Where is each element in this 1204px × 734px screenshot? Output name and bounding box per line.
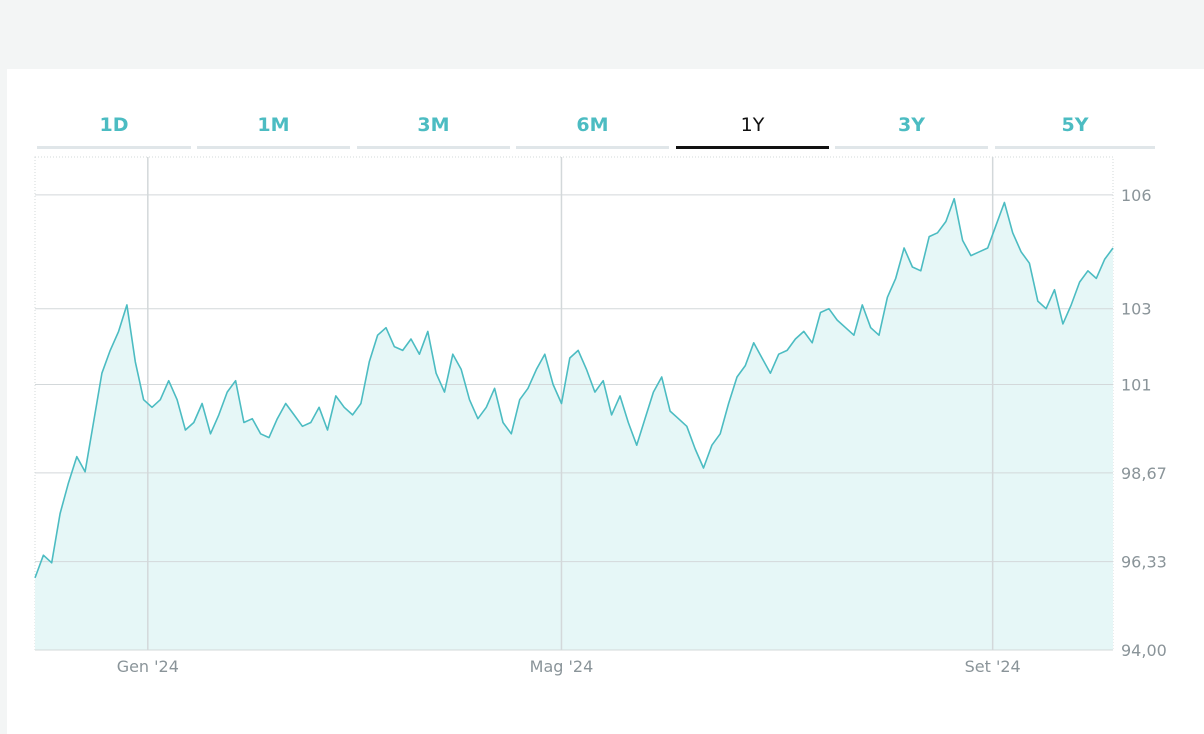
tab-1d[interactable]: 1D: [37, 103, 191, 149]
y-tick-label: 96,33: [1121, 553, 1167, 572]
x-tick-label: Gen '24: [117, 657, 179, 676]
tab-6m[interactable]: 6M: [516, 103, 669, 149]
x-tick-label: Mag '24: [530, 657, 594, 676]
tab-1y[interactable]: 1Y: [676, 103, 829, 149]
y-tick-label: 103: [1121, 300, 1152, 319]
y-tick-label: 101: [1121, 376, 1152, 395]
tab-3y[interactable]: 3Y: [835, 103, 988, 149]
tab-3m[interactable]: 3M: [357, 103, 510, 149]
x-tick-label: Set '24: [965, 657, 1021, 676]
tab-1m[interactable]: 1M: [197, 103, 350, 149]
range-tabs: 1D 1M 3M 6M 1Y 3Y 5Y: [37, 103, 1155, 149]
y-tick-label: 94,00: [1121, 641, 1167, 660]
series-area: [35, 198, 1113, 650]
y-tick-label: 98,67: [1121, 464, 1167, 483]
series-line: [34, 197, 1114, 579]
tab-5y[interactable]: 5Y: [995, 103, 1155, 149]
y-tick-label: 106: [1121, 186, 1152, 205]
